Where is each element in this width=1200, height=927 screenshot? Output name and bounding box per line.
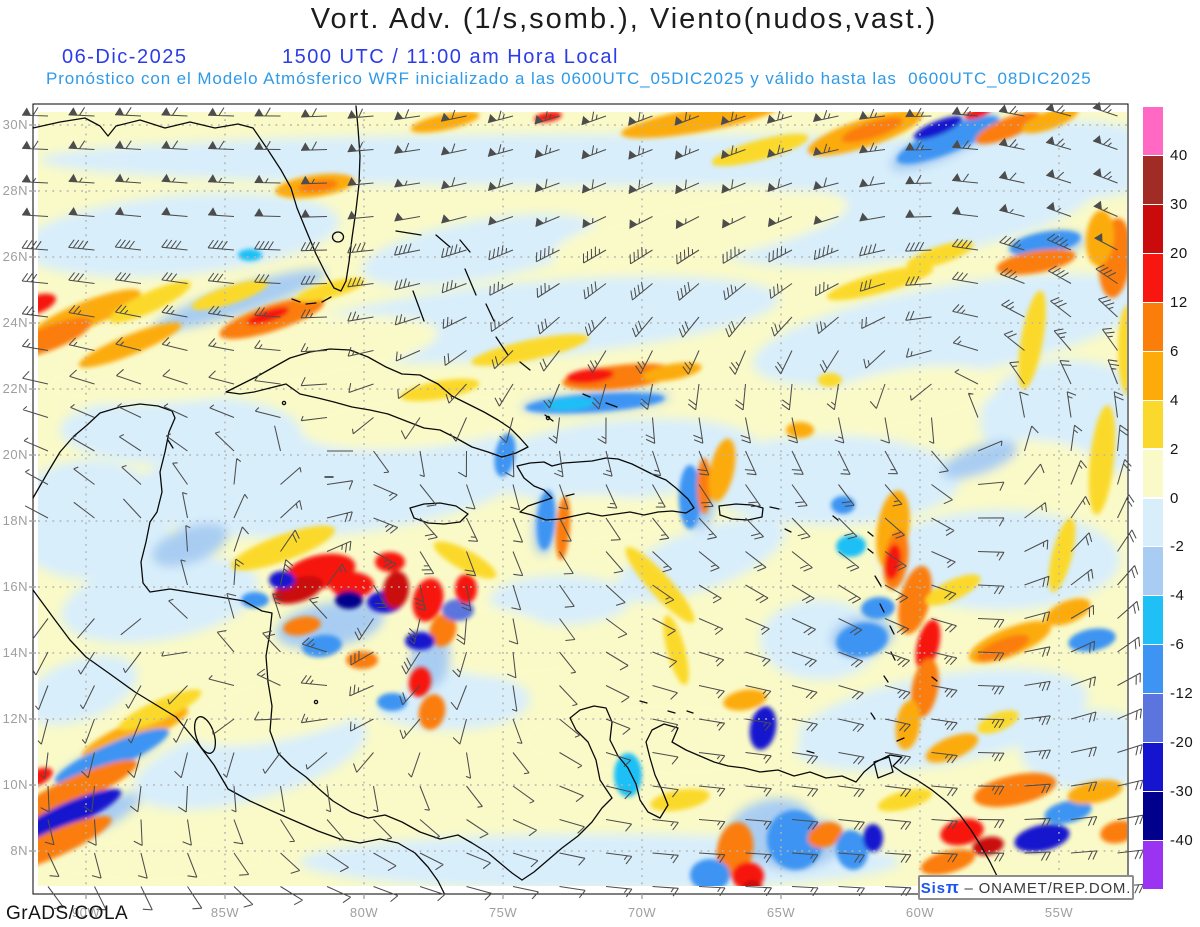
colorbar-segment (1143, 351, 1163, 400)
colorbar-segment (1143, 204, 1163, 253)
colorbar-value: 6 (1170, 342, 1179, 360)
lat-label: 22N (2, 381, 28, 396)
pi-glyph: π (945, 878, 960, 897)
model-forecast-note: Pronóstico con el Modelo Atmósferico WRF… (46, 69, 1092, 88)
colorbar-segment (1143, 302, 1163, 351)
sis-logo-text: Sis (920, 880, 946, 897)
lat-label: 8N (10, 843, 28, 858)
colorbar-value: -2 (1170, 538, 1185, 556)
colorbar-segment (1143, 449, 1163, 498)
lon-label: 70W (627, 905, 657, 920)
lon-label: 60W (905, 905, 935, 920)
colorbar-value: -12 (1170, 685, 1194, 703)
colorbar-value: 0 (1170, 489, 1179, 507)
colorbar-value: -20 (1170, 734, 1194, 752)
colorbar-segment (1143, 107, 1163, 155)
lat-label: 28N (2, 183, 28, 198)
colorbar-value: 30 (1170, 195, 1188, 213)
lon-label: 75W (488, 905, 518, 920)
lat-label: 30N (2, 117, 28, 132)
colorbar-segment (1143, 743, 1163, 792)
valid-time-label: 1500 UTC / 11:00 am Hora Local (282, 46, 620, 68)
colorbar-segment (1143, 155, 1163, 204)
coastlines (32, 105, 1005, 894)
page-title: Vort. Adv. (1/s,somb.), Viento(nudos,vas… (310, 3, 938, 35)
lat-label: 14N (2, 645, 28, 660)
colorbar-segment (1143, 596, 1163, 645)
lon-label: 65W (766, 905, 796, 920)
lon-label: 85W (210, 905, 240, 920)
lon-label: 80W (349, 905, 379, 920)
lat-label: 24N (2, 315, 28, 330)
colorbar-legend (1143, 107, 1163, 890)
colorbar-value: 2 (1170, 440, 1179, 458)
plot-frame (32, 103, 1129, 895)
colorbar-segment (1143, 792, 1163, 840)
lat-label: 20N (2, 447, 28, 462)
badge-separator: – (959, 880, 979, 897)
colorbar-segment (1143, 645, 1163, 694)
lat-label: 26N (2, 249, 28, 264)
lat-label: 16N (2, 579, 28, 594)
colorbar-segment (1143, 841, 1163, 889)
colorbar-value: -4 (1170, 587, 1185, 605)
lat-label: 18N (2, 513, 28, 528)
colorbar-segment (1143, 253, 1163, 302)
lat-label: 12N (2, 711, 28, 726)
valid-date-label: 06-Dic-2025 (62, 46, 188, 68)
colorbar-segment (1143, 694, 1163, 743)
colorbar-value: 40 (1170, 146, 1188, 164)
colorbar-segment (1143, 498, 1163, 547)
vorticity-shading-background (38, 112, 1127, 886)
colorbar-value: 20 (1170, 244, 1188, 262)
branding-badge: Sisπ – ONAMET/REP.DOM. (918, 875, 1134, 900)
grads-credit: GrADS/COLA (6, 903, 129, 924)
colorbar-segment (1143, 547, 1163, 596)
lon-label: 55W (1044, 905, 1074, 920)
badge-org-text: ONAMET/REP.DOM. (978, 880, 1132, 897)
colorbar-value: -40 (1170, 832, 1194, 850)
lat-label: 10N (2, 777, 28, 792)
wind-barbs (21, 104, 1144, 911)
gridlines (38, 112, 1127, 886)
colorbar-value: 12 (1170, 293, 1188, 311)
colorbar-value: -6 (1170, 636, 1185, 654)
colorbar-segment (1143, 400, 1163, 449)
colorbar-value: 4 (1170, 391, 1179, 409)
colorbar-value: -30 (1170, 783, 1194, 801)
lon-label: 90W (71, 905, 101, 920)
